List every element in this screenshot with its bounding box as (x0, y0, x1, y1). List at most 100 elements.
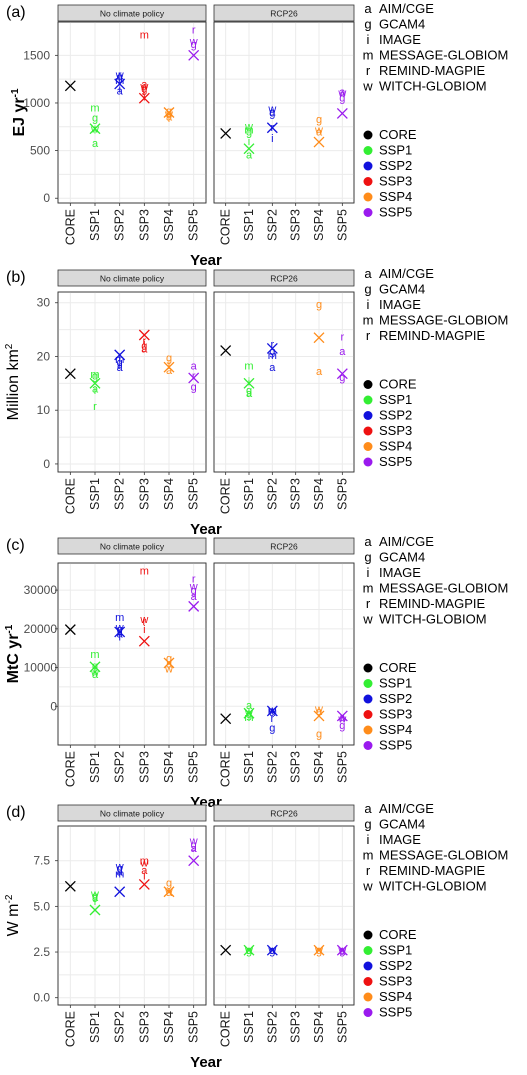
model-point: w (139, 81, 148, 93)
legend-ssp-name: CORE (379, 377, 417, 392)
model-point: r (270, 713, 274, 725)
legend-ssp-name: SSP1 (379, 143, 412, 158)
legend-model-name: WITCH-GLOBIOM (379, 879, 487, 894)
model-point: i (118, 84, 120, 96)
model-point: g (92, 112, 98, 124)
legend-model-key: m (363, 48, 374, 63)
cross-marker (266, 342, 278, 354)
cross-stroke (188, 49, 200, 61)
cross-stroke (266, 944, 278, 956)
cross-marker (266, 122, 278, 134)
y-tick-label: 0 (43, 191, 50, 205)
legend-model-key: g (364, 17, 371, 32)
model-point: g (316, 299, 322, 311)
model-point: m (90, 369, 99, 381)
y-tick-label: 20000 (24, 622, 58, 636)
legend-ssp-dot (363, 741, 373, 750)
cross-stroke (114, 886, 126, 898)
x-tick-label: SSP1 (242, 751, 256, 783)
cross-stroke (188, 855, 200, 867)
facet-panel (213, 291, 355, 473)
x-tick-label: CORE (219, 751, 233, 787)
legend-model-name: AIM/CGE (379, 801, 434, 816)
model-point: g (166, 106, 172, 118)
cross-marker (64, 880, 76, 892)
cross-marker (243, 143, 255, 155)
model-point: r (142, 616, 146, 628)
cross-stroke (64, 624, 76, 636)
model-point: a (269, 707, 276, 719)
y-tick-label: 10 (37, 403, 51, 417)
panel-tag: (a) (6, 4, 26, 21)
model-point: g (269, 108, 275, 120)
cross-stroke (138, 878, 150, 890)
facet-panel (57, 562, 207, 746)
x-tick-label: SSP4 (312, 1011, 326, 1043)
legend-ssp-name: SSP2 (379, 408, 412, 423)
x-tick-label: SSP1 (242, 478, 256, 510)
legend-ssp-dot (363, 457, 373, 467)
model-point: g (166, 653, 172, 665)
cross-stroke (243, 707, 255, 719)
legend-model-name: WITCH-GLOBIOM (379, 612, 487, 627)
legend-ssp-dot (363, 679, 373, 688)
model-point: m (90, 103, 99, 115)
model-point: a (316, 366, 323, 378)
y-tick-label: 30000 (24, 583, 58, 597)
model-point: a (269, 107, 276, 119)
cross-marker (114, 349, 126, 361)
x-tick-label: SSP2 (113, 1011, 127, 1043)
legend-model-name: IMAGE (379, 832, 421, 847)
legend-model-name: AIM/CGE (379, 1, 434, 16)
model-point: g (141, 84, 147, 96)
cross-marker (138, 92, 150, 104)
model-point: w (337, 87, 346, 99)
facet-strip-label: No climate policy (100, 9, 165, 19)
model-point: g (166, 353, 172, 365)
facet-strip (57, 537, 207, 555)
legend-model-key: w (362, 79, 373, 94)
panel-tag: (d) (6, 804, 26, 821)
y-tick-label: 10000 (24, 661, 58, 675)
legend-ssp-name: SSP3 (379, 707, 412, 722)
x-tick-label: SSP1 (88, 209, 102, 241)
cross-marker (89, 904, 101, 916)
model-point: r (142, 86, 146, 98)
facet-strip-label: RCP26 (270, 542, 298, 552)
model-point: i (118, 632, 120, 644)
y-tick-label: 30 (37, 296, 51, 310)
cross-stroke (89, 904, 101, 916)
model-point: m (115, 75, 124, 87)
cross-stroke (313, 710, 325, 722)
legend-model-name: GCAM4 (379, 282, 425, 297)
model-point: i (248, 377, 250, 389)
model-point: i (143, 338, 145, 350)
legend-model-name: MESSAGE-GLOBIOM (379, 313, 508, 328)
legend-model-key: a (364, 266, 372, 281)
x-tick-label: CORE (219, 478, 233, 514)
x-tick-label: SSP5 (187, 209, 201, 241)
cross-marker (64, 624, 76, 636)
legend-ssp-dot (363, 208, 373, 217)
facet-panel (57, 291, 207, 473)
facet-strip-label: No climate policy (100, 542, 165, 552)
x-tick-label: SSP2 (265, 1011, 279, 1043)
y-axis-title-main: W m (5, 904, 22, 937)
legend-model-key: m (363, 313, 374, 328)
legend-ssp-name: CORE (379, 660, 417, 675)
model-point: g (269, 346, 275, 358)
x-axis-title: Year (190, 252, 222, 269)
cross-stroke (64, 880, 76, 892)
model-point: m (115, 612, 124, 624)
x-tick-label: SSP5 (187, 478, 201, 510)
x-tick-label: SSP2 (113, 478, 127, 510)
cross-marker (163, 361, 175, 373)
cross-stroke (163, 657, 175, 669)
x-tick-label: CORE (63, 478, 77, 514)
model-point: a (117, 86, 124, 98)
cross-marker (114, 626, 126, 638)
model-point: w (267, 704, 276, 716)
model-point: g (141, 341, 147, 353)
cross-stroke (243, 143, 255, 155)
